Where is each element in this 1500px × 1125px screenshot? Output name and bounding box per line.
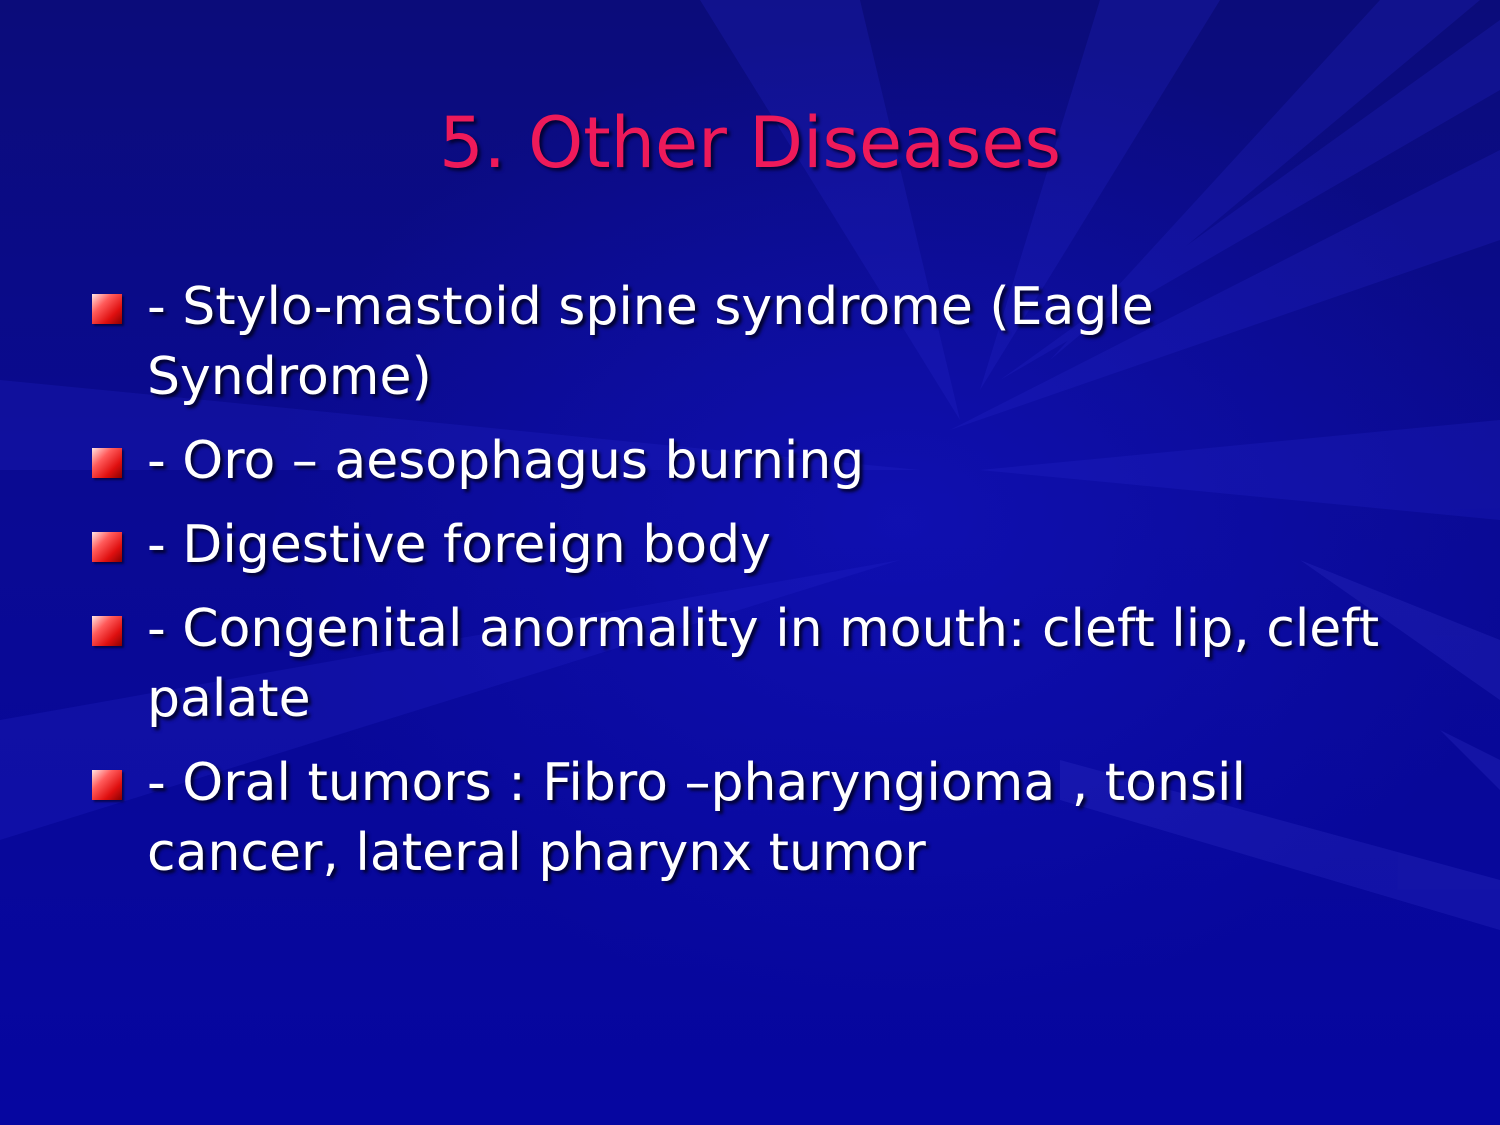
bullet-text: - Congenital anormality in mouth: cleft …	[147, 599, 1380, 729]
bullet-text: - Oral tumors : Fibro –pharyngioma , ton…	[147, 753, 1246, 883]
square-bullet-icon	[92, 616, 122, 646]
bullet-text: - Digestive foreign body	[147, 515, 771, 575]
bullet-list: - Stylo-mastoid spine syndrome (Eagle Sy…	[92, 272, 1412, 902]
square-bullet-icon	[92, 294, 122, 324]
bullet-item-oral-tumors: - Oral tumors : Fibro –pharyngioma , ton…	[92, 748, 1412, 888]
slide-title: 5. Other Diseases	[439, 102, 1061, 184]
square-bullet-icon	[92, 448, 122, 478]
bullet-item-congenital-anormality: - Congenital anormality in mouth: cleft …	[92, 594, 1412, 734]
square-bullet-icon	[92, 532, 122, 562]
square-bullet-icon	[92, 770, 122, 800]
bullet-text: - Stylo-mastoid spine syndrome (Eagle Sy…	[147, 277, 1154, 407]
bullet-item-eagle-syndrome: - Stylo-mastoid spine syndrome (Eagle Sy…	[92, 272, 1412, 412]
bullet-text: - Oro – aesophagus burning	[147, 431, 865, 491]
bullet-item-oro-aesophagus-burning: - Oro – aesophagus burning	[92, 426, 1412, 496]
bullet-item-digestive-foreign-body: - Digestive foreign body	[92, 510, 1412, 580]
